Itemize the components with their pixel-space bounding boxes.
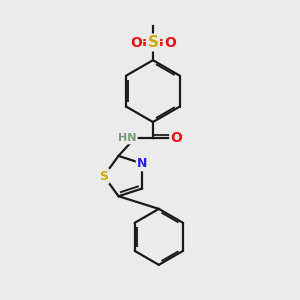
Text: O: O — [171, 131, 182, 145]
Text: O: O — [130, 35, 142, 50]
Text: N: N — [137, 157, 147, 170]
Text: O: O — [164, 35, 176, 50]
Text: HN: HN — [118, 133, 136, 143]
Text: S: S — [99, 169, 108, 183]
Text: S: S — [147, 35, 158, 50]
